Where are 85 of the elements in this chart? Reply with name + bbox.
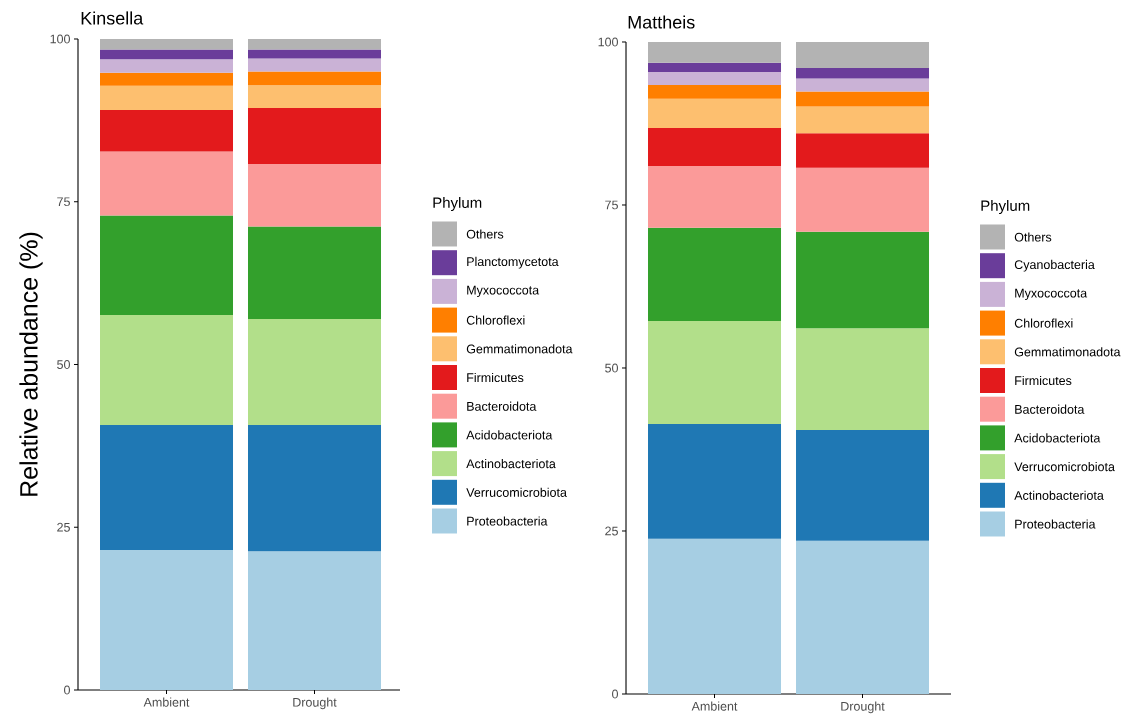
legend-label: Firmicutes [1015,375,1072,386]
bar [248,108,381,164]
y-tick-label: 75 [57,197,70,207]
legend-label: Bacteroidota [467,401,537,411]
legend-label: Acidobacteriota [1014,433,1101,443]
legend-label: Planctomycetota [467,256,559,269]
bar [796,78,930,92]
bar [100,315,233,426]
y-tick-label: 0 [612,689,618,699]
bar [648,538,782,694]
bar [648,128,782,166]
legend-label: Myxococcota [1015,288,1088,300]
legend-label: Chloroflexi [466,315,525,325]
chart-title: Mattheis [628,15,695,29]
y-tick-label: 100 [598,37,618,47]
legend-title: Phylum [981,200,1030,214]
bar [100,72,233,86]
bar [100,59,233,73]
bar [796,429,930,541]
bar [248,425,381,552]
legend-label: Others [466,229,504,239]
y-tick-label: 50 [57,360,70,369]
bar [100,151,233,216]
bar [248,318,381,426]
bar [100,38,233,50]
legend-label: Verrucomicrobiota [466,487,567,497]
bar [648,321,782,425]
y-tick-label: 25 [57,522,70,532]
legend-label: Gemmatimonadota [1014,347,1121,357]
bar [648,41,782,63]
bar [648,85,782,99]
legend-label: Proteobacteria [467,516,548,526]
bar [796,68,930,79]
bar [100,425,233,551]
y-axis-title: Relative abundance (%) [19,232,43,496]
bar [648,165,782,228]
bar [100,550,233,690]
legend-label: Firmicutes [467,372,524,383]
bar [648,424,782,539]
legend-label: Bacteroidota [1015,404,1085,414]
legend-label: Acidobacteriota [466,430,553,440]
legend-label: Cyanobacteria [1014,259,1095,272]
bar [796,133,930,168]
bar [248,85,381,108]
bar [248,49,381,59]
bar [248,58,381,72]
bar [796,106,930,134]
y-tick-label: 25 [605,526,618,536]
bar [248,226,381,319]
bar [648,62,782,72]
bar [100,49,233,60]
bar [796,328,930,430]
y-tick-label: 100 [50,34,70,44]
bar [648,98,782,129]
legend-label: Verrucomicrobiota [1014,462,1115,472]
legend-label: Myxococcota [467,285,540,297]
x-tick-label: Ambient [691,701,738,711]
bar [248,71,381,86]
bar [796,231,930,329]
legend-label: Others [1014,232,1052,242]
x-tick-label: Drought [841,701,885,714]
bar [248,38,381,50]
bar [796,167,930,232]
bar [100,85,233,110]
y-tick-label: 75 [605,200,618,210]
x-tick-label: Ambient [143,697,190,707]
bar [100,215,233,316]
bar [796,41,930,69]
chart-title: Kinsella [81,11,144,25]
bar [648,71,782,86]
y-tick-label: 0 [64,685,70,695]
legend-label: Actinobacteriota [1014,490,1104,500]
bar [100,109,233,152]
x-tick-label: Drought [293,697,337,710]
legend-label: Chloroflexi [1014,318,1073,328]
legend-label: Actinobacteriota [466,459,556,469]
bar [796,91,930,107]
legend-title: Phylum [433,197,482,211]
bar [796,540,930,694]
y-tick-label: 50 [605,363,618,373]
legend-label: Gemmatimonadota [466,344,573,354]
bar [248,551,381,690]
bar [248,163,381,227]
bar [648,227,782,322]
legend-label: Proteobacteria [1015,519,1096,529]
